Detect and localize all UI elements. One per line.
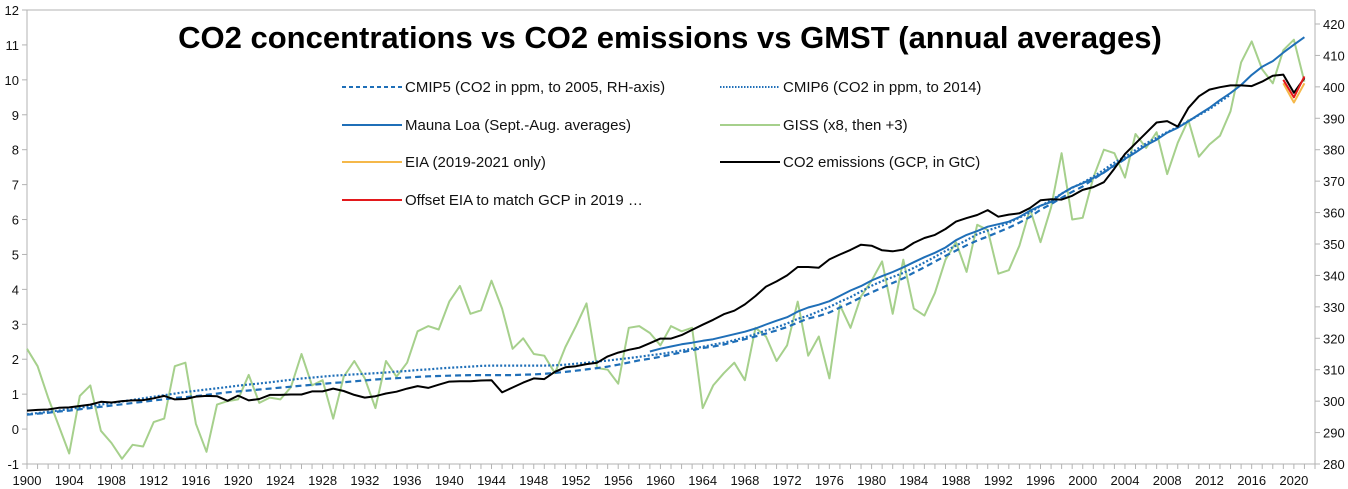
chart-title: CO2 concentrations vs CO2 emissions vs G… (178, 20, 1162, 55)
x-tick-label: 1964 (688, 473, 717, 488)
right-tick-label: 280 (1323, 457, 1345, 472)
right-tick-label: 300 (1323, 394, 1345, 409)
x-tick-label: 1912 (139, 473, 168, 488)
x-tick-label: 1908 (97, 473, 126, 488)
x-tick-label: 1948 (519, 473, 548, 488)
left-tick-label: 0 (12, 422, 19, 437)
left-tick-label: 1 (12, 387, 19, 402)
right-tick-label: 310 (1323, 363, 1345, 378)
legend-item: CMIP5 (CO2 in ppm, to 2005, RH-axis) (342, 79, 665, 96)
x-tick-label: 1960 (646, 473, 675, 488)
right-tick-label: 360 (1323, 206, 1345, 221)
legend-label: CMIP5 (CO2 in ppm, to 2005, RH-axis) (405, 79, 665, 96)
x-tick-label: 2000 (1068, 473, 1097, 488)
x-tick-label: 1920 (224, 473, 253, 488)
x-tick-label: 2020 (1279, 473, 1308, 488)
right-tick-label: 410 (1323, 48, 1345, 63)
right-tick-label: 320 (1323, 331, 1345, 346)
series-line-6 (1282, 75, 1306, 99)
x-tick-label: 1980 (857, 473, 886, 488)
legend-label: Mauna Loa (Sept.-Aug. averages) (405, 117, 631, 134)
legend-label: GISS (x8, then +3) (783, 117, 908, 134)
x-tick-label: 1944 (477, 473, 506, 488)
left-tick-label: 3 (12, 317, 19, 332)
x-tick-label: 1940 (435, 473, 464, 488)
right-tick-label: 330 (1323, 300, 1345, 315)
right-tick-label: 370 (1323, 174, 1345, 189)
x-tick-label: 1924 (266, 473, 295, 488)
series-line-1 (26, 93, 1232, 416)
legend-item: CO2 emissions (GCP, in GtC) (720, 154, 980, 171)
x-tick-label: 1932 (350, 473, 379, 488)
x-tick-label: 1904 (55, 473, 84, 488)
series-line-5 (26, 73, 1306, 412)
legend-label: CMIP6 (CO2 in ppm, to 2014) (783, 79, 981, 96)
left-tick-label: 2 (12, 352, 19, 367)
left-tick-label: 10 (5, 73, 19, 88)
x-tick-label: 1928 (308, 473, 337, 488)
legend-label: Offset EIA to match GCP in 2019 … (405, 192, 643, 209)
axes (26, 9, 1316, 465)
x-tick-label: 1936 (393, 473, 422, 488)
left-tick-label: 12 (5, 3, 19, 18)
x-tick-label: 2008 (1153, 473, 1182, 488)
x-tick-label: 2012 (1195, 473, 1224, 488)
series-line-2 (649, 36, 1305, 353)
left-tick-label: -1 (7, 457, 19, 472)
x-tick-label: 1956 (604, 473, 633, 488)
x-tick-label: 1988 (942, 473, 971, 488)
x-tick-label: 2016 (1237, 473, 1266, 488)
right-tick-label: 350 (1323, 237, 1345, 252)
right-tick-label: 380 (1323, 143, 1345, 158)
left-tick-label: 7 (12, 178, 19, 193)
legend-item: GISS (x8, then +3) (720, 117, 908, 134)
x-tick-label: 1976 (815, 473, 844, 488)
x-tick-label: 1968 (730, 473, 759, 488)
x-tick-label: 2004 (1111, 473, 1140, 488)
left-tick-label: 8 (12, 143, 19, 158)
left-tick-label: 4 (12, 282, 19, 297)
right-tick-label: 340 (1323, 268, 1345, 283)
right-tick-label: 390 (1323, 111, 1345, 126)
legend-item: Mauna Loa (Sept.-Aug. averages) (342, 117, 631, 134)
legend: CMIP5 (CO2 in ppm, to 2005, RH-axis) CMIP… (342, 79, 981, 209)
right-tick-label: 290 (1323, 426, 1345, 441)
x-tick-label: 1984 (899, 473, 928, 488)
series-group (26, 36, 1306, 460)
x-ticks: 1900 1904 1908 1912 1916 1920 1924 1928 1932 1936… (13, 464, 1316, 488)
legend-label: CO2 emissions (GCP, in GtC) (783, 154, 980, 171)
left-tick-label: 9 (12, 108, 19, 123)
left-tick-label: 6 (12, 213, 19, 228)
series-line-0 (26, 151, 1137, 416)
x-tick-label: 1900 (13, 473, 42, 488)
left-tick-label: 5 (12, 247, 19, 262)
x-tick-label: 1972 (773, 473, 802, 488)
legend-item: EIA (2019-2021 only) (342, 154, 546, 171)
right-tick-label: 420 (1323, 17, 1345, 32)
left-tick-label: 11 (6, 38, 20, 53)
legend-item: Offset EIA to match GCP in 2019 … (342, 192, 643, 209)
right-tick-label: 400 (1323, 80, 1345, 95)
series-line-4 (1282, 82, 1306, 104)
x-tick-label: 1996 (1026, 473, 1055, 488)
x-tick-label: 1952 (562, 473, 591, 488)
legend-label: EIA (2019-2021 only) (405, 154, 546, 171)
x-tick-label: 1916 (181, 473, 210, 488)
legend-item: CMIP6 (CO2 in ppm, to 2014) (720, 79, 981, 96)
x-tick-label: 1992 (984, 473, 1013, 488)
right-ticks: 280 290 300 310 320 330 340 350 360 370 380 390 400 4… (1315, 17, 1345, 472)
